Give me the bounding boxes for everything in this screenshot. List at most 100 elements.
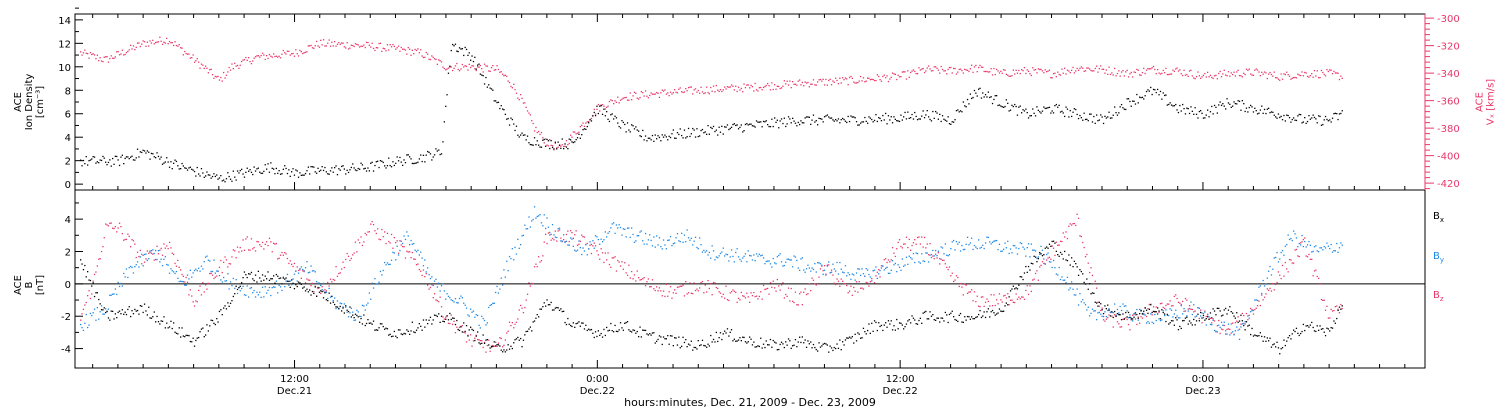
data-point bbox=[356, 309, 358, 311]
data-point bbox=[458, 70, 461, 72]
data-point bbox=[1073, 294, 1075, 296]
data-point bbox=[626, 321, 629, 323]
data-point bbox=[925, 310, 927, 313]
data-point bbox=[114, 313, 116, 315]
data-point bbox=[1036, 72, 1038, 74]
data-point bbox=[102, 309, 104, 311]
data-point bbox=[385, 242, 387, 245]
data-point bbox=[1012, 285, 1014, 287]
data-point bbox=[339, 272, 341, 274]
data-point bbox=[1018, 106, 1020, 108]
data-point bbox=[1173, 105, 1175, 107]
data-point bbox=[1155, 306, 1157, 308]
data-point bbox=[490, 88, 493, 90]
data-point bbox=[508, 124, 511, 126]
data-point bbox=[746, 261, 748, 263]
data-point bbox=[665, 93, 667, 95]
data-point bbox=[511, 248, 513, 250]
data-point bbox=[782, 282, 784, 284]
data-point bbox=[241, 60, 243, 63]
data-point bbox=[672, 92, 674, 94]
data-point bbox=[850, 115, 852, 117]
data-point bbox=[923, 311, 926, 313]
data-point bbox=[120, 53, 122, 55]
data-point bbox=[1212, 77, 1214, 80]
data-point bbox=[911, 315, 913, 317]
data-point bbox=[1077, 217, 1080, 219]
data-point bbox=[854, 279, 856, 281]
data-point bbox=[224, 280, 226, 282]
data-point bbox=[989, 241, 991, 243]
data-point bbox=[707, 343, 709, 345]
data-point bbox=[736, 90, 738, 93]
data-point bbox=[413, 242, 415, 245]
data-point bbox=[1190, 308, 1192, 310]
data-point bbox=[867, 329, 869, 332]
data-point bbox=[572, 322, 574, 324]
data-point bbox=[751, 86, 754, 88]
data-point bbox=[599, 243, 601, 245]
data-point bbox=[292, 278, 294, 280]
data-point bbox=[911, 113, 913, 116]
data-point bbox=[399, 240, 401, 242]
data-point bbox=[1022, 246, 1024, 248]
data-point bbox=[526, 110, 529, 112]
data-point bbox=[216, 270, 218, 272]
data-point bbox=[1150, 86, 1152, 89]
data-point bbox=[322, 297, 325, 299]
data-point bbox=[848, 76, 851, 79]
data-point bbox=[483, 63, 486, 65]
data-point bbox=[964, 316, 966, 318]
data-point bbox=[461, 331, 463, 333]
data-point bbox=[1073, 72, 1075, 74]
data-point bbox=[898, 322, 901, 324]
data-point bbox=[674, 289, 676, 291]
data-point bbox=[839, 261, 841, 264]
data-point bbox=[983, 311, 985, 313]
data-point bbox=[520, 134, 522, 136]
data-point bbox=[440, 61, 443, 63]
data-point bbox=[180, 168, 182, 170]
data-point bbox=[357, 316, 359, 318]
data-point bbox=[679, 128, 681, 130]
data-point bbox=[507, 344, 509, 346]
data-point bbox=[415, 251, 418, 253]
data-point bbox=[1037, 258, 1039, 260]
data-point bbox=[507, 330, 509, 332]
data-point bbox=[614, 100, 616, 102]
data-point bbox=[772, 280, 774, 282]
data-point bbox=[322, 39, 325, 41]
data-point bbox=[98, 60, 100, 62]
data-point bbox=[1176, 297, 1178, 300]
data-point bbox=[1120, 319, 1123, 321]
data-point bbox=[830, 269, 833, 271]
data-point bbox=[550, 144, 552, 146]
data-point bbox=[1136, 93, 1138, 96]
data-point bbox=[256, 240, 258, 243]
data-point bbox=[801, 257, 803, 259]
data-point bbox=[1145, 315, 1148, 318]
data-point bbox=[228, 175, 230, 178]
data-point bbox=[1208, 318, 1210, 320]
data-point bbox=[393, 252, 395, 254]
data-point bbox=[1236, 320, 1238, 322]
data-point bbox=[903, 116, 905, 118]
data-point bbox=[496, 345, 498, 347]
data-point bbox=[729, 256, 731, 258]
data-point bbox=[425, 271, 427, 273]
data-point bbox=[381, 50, 383, 52]
data-point bbox=[392, 335, 394, 337]
data-point bbox=[164, 42, 166, 44]
data-point bbox=[1046, 259, 1048, 261]
data-point bbox=[243, 294, 246, 296]
data-point bbox=[1005, 247, 1007, 249]
data-point bbox=[800, 84, 802, 86]
data-point bbox=[1025, 72, 1027, 75]
data-point bbox=[869, 281, 871, 283]
data-point bbox=[273, 275, 275, 277]
data-point bbox=[775, 121, 777, 123]
data-point bbox=[565, 233, 568, 236]
data-point bbox=[145, 253, 147, 255]
data-point bbox=[658, 335, 661, 337]
data-point bbox=[482, 346, 484, 349]
